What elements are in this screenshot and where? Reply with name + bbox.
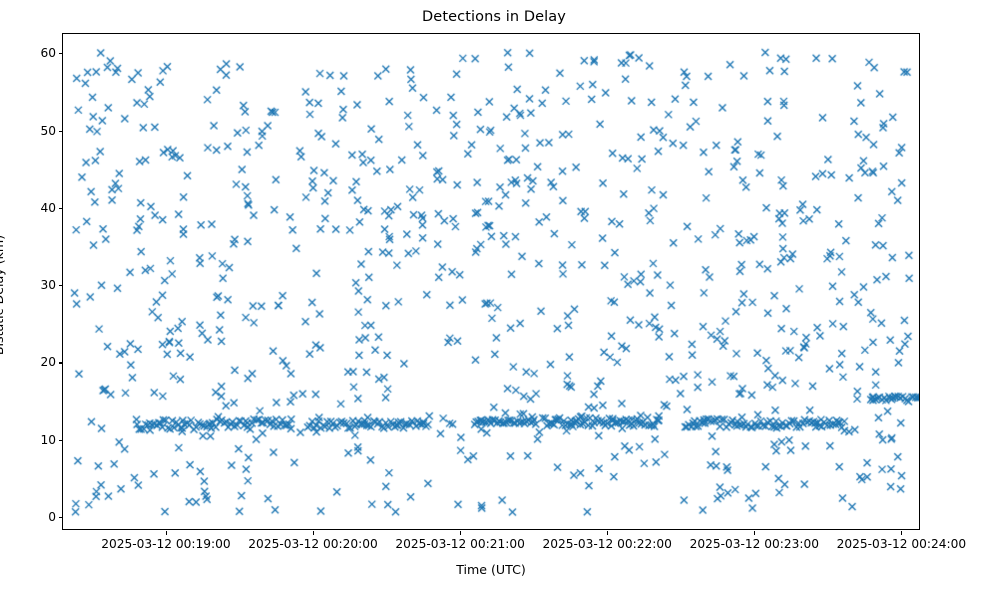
x-tick-label: 2025-03-12 00:21:00 [395,537,525,551]
y-tick-label: 10 [40,432,56,447]
x-tick-mark [165,531,168,535]
y-tick-mark [59,362,63,364]
x-tick-label: 2025-03-12 00:24:00 [836,537,967,551]
y-tick-label: 30 [40,278,56,293]
y-tick-mark [59,285,63,287]
y-tick-label: 60 [40,46,56,61]
y-tick-mark [59,517,63,519]
chart-title: Detections in Delay [422,9,566,25]
x-tick-label: 2025-03-12 00:20:00 [248,537,378,551]
x-tick-mark [901,531,903,535]
y-tick-label: 40 [40,200,56,215]
x-tick-mark [754,531,756,535]
y-tick-mark [59,207,63,209]
x-tick-mark [460,531,462,535]
y-axis-label: Bistatic Delay (km) [0,234,6,356]
x-tick-mark [607,531,609,535]
y-tick-label: 50 [40,123,56,138]
x-axis-label: Time (UTC) [456,562,526,577]
y-tick-mark [59,53,63,55]
y-tick-mark [59,130,63,132]
y-tick-label: 20 [40,355,56,370]
x-tick-mark [313,531,315,535]
plot-axes: 0 10 20 30 40 50 60 2025-03-12 00:19:00 2025-03-… [40,33,966,551]
x-tick-label: 2025-03-12 00:22:00 [542,537,672,551]
x-tick-label: 2025-03-12 00:19:00 [101,537,231,551]
y-tick-mark [59,439,63,441]
x-tick-label: 2025-03-12 00:23:00 [689,537,820,551]
y-tick-label: 0 [48,510,56,525]
scatter-plot-canvas [63,34,919,529]
